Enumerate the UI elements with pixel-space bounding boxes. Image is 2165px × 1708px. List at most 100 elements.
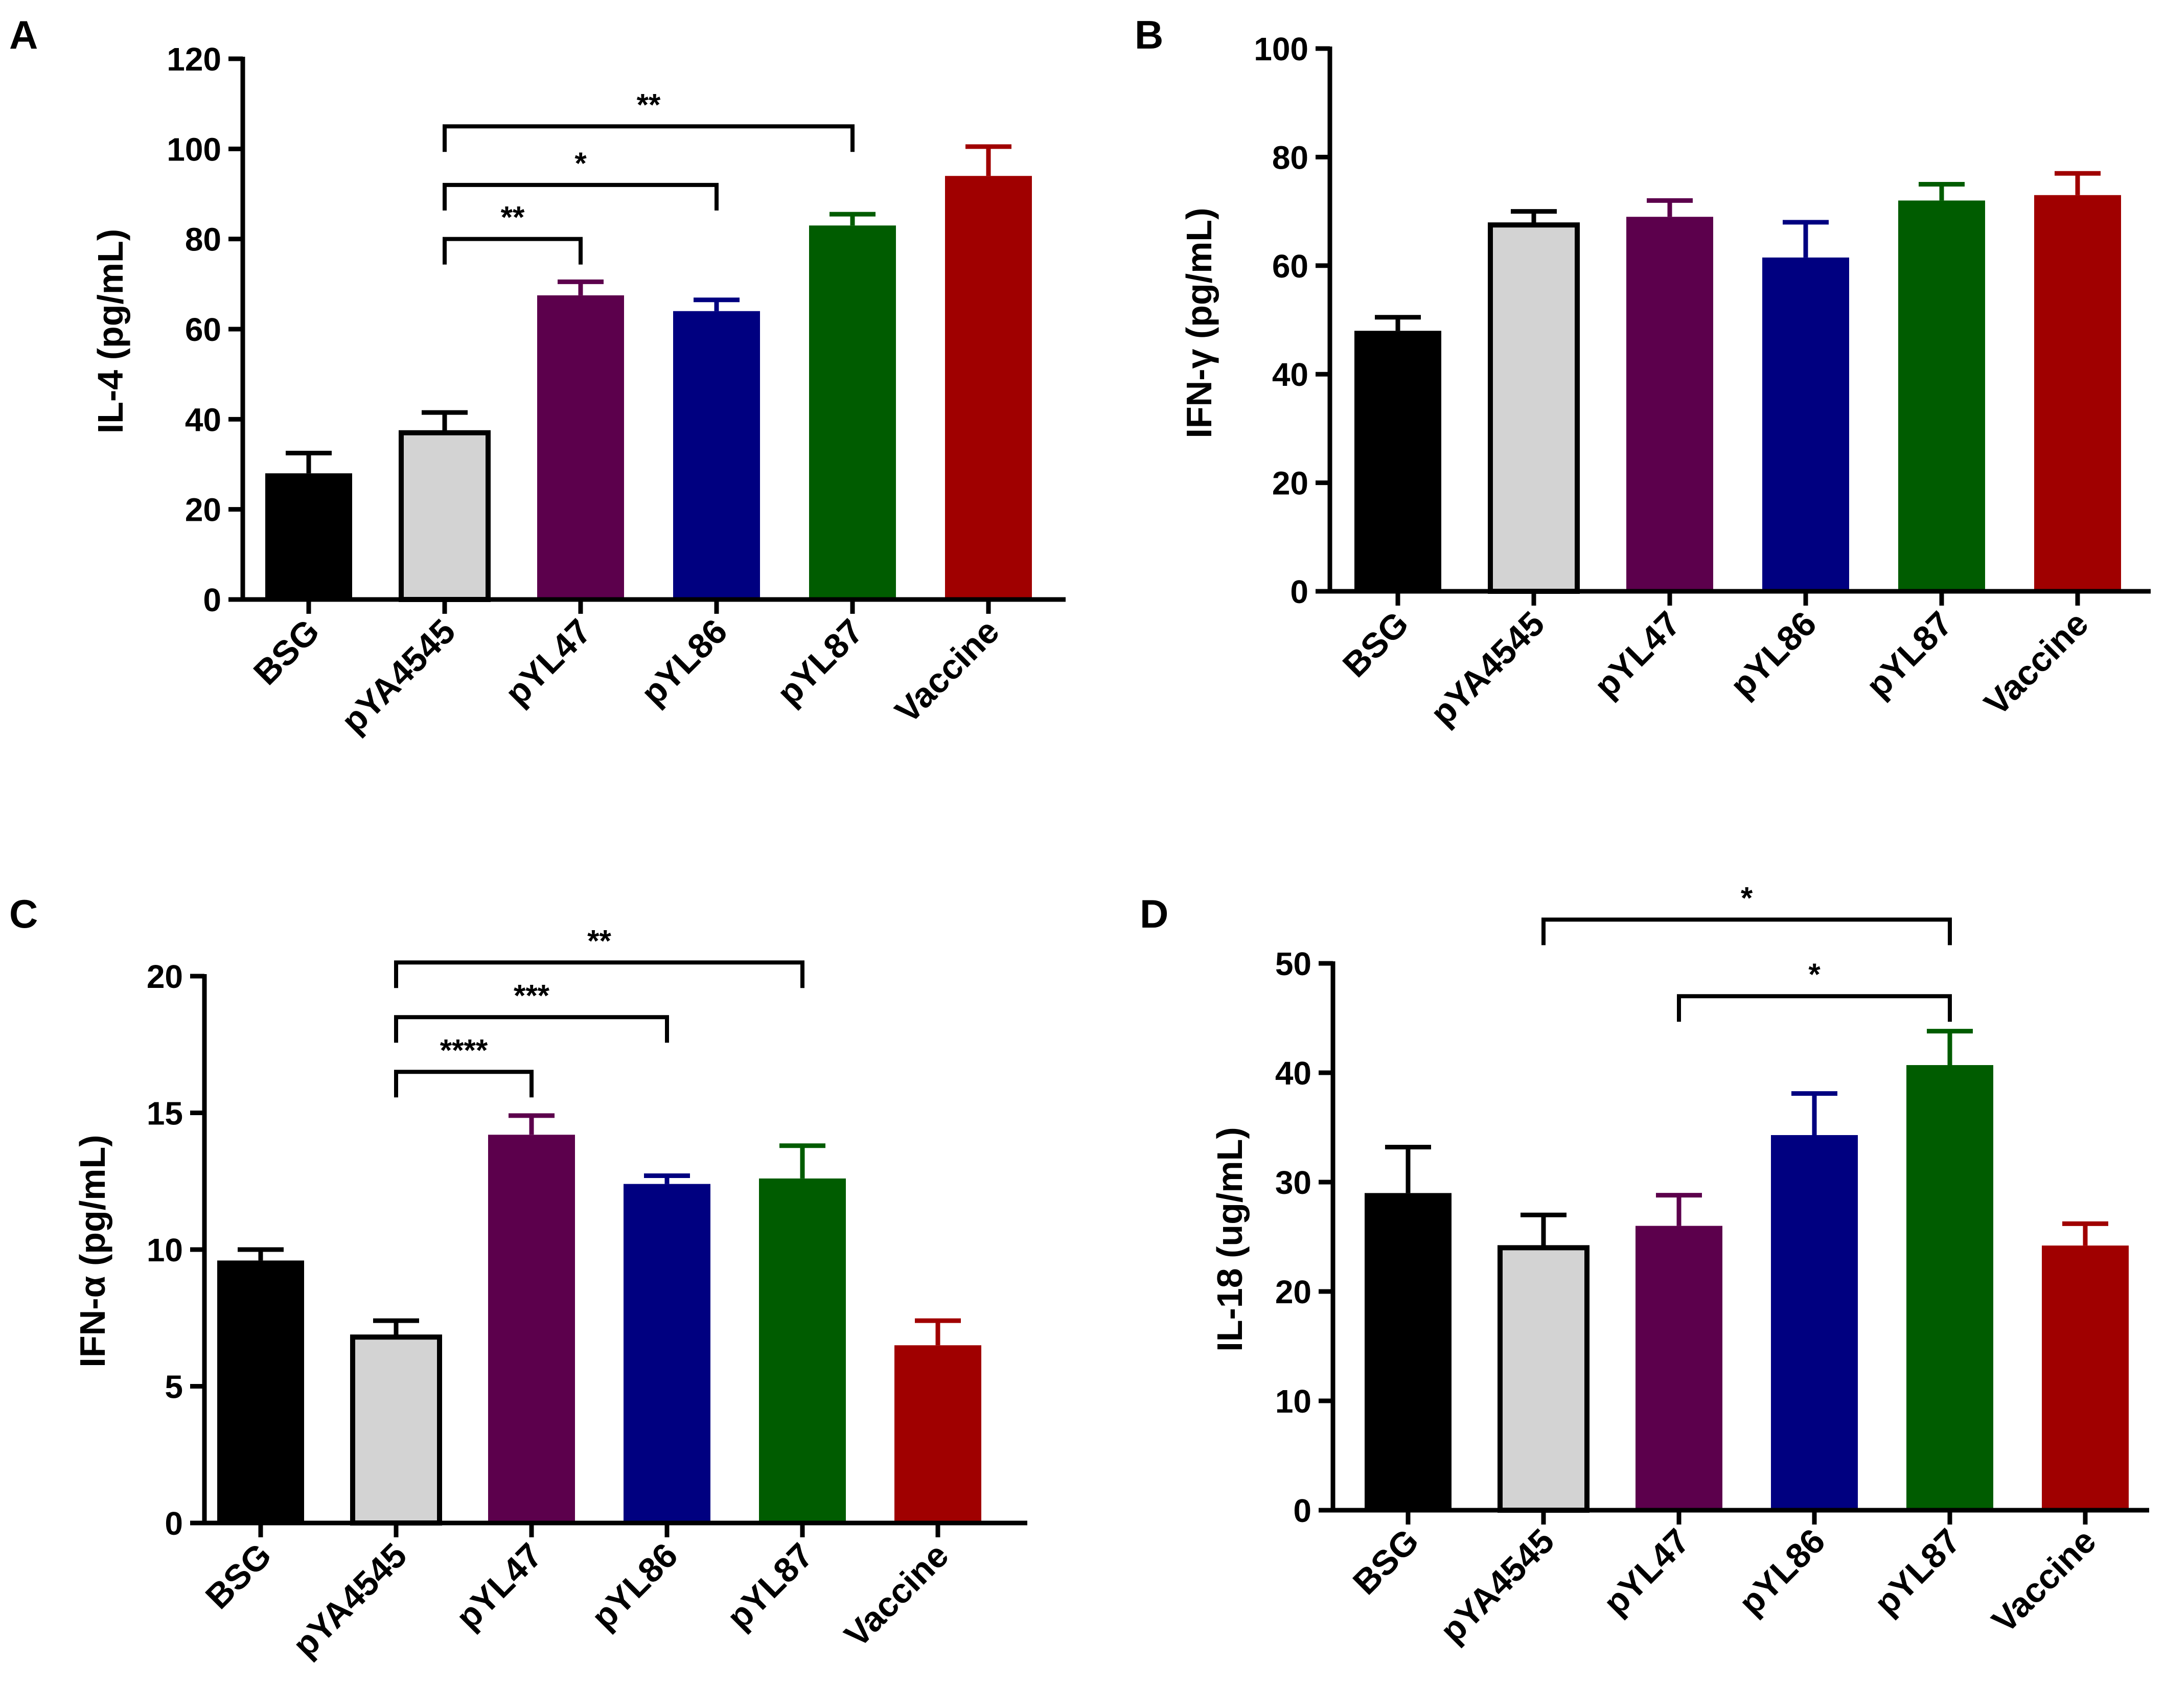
x-tick-label-pyl47: pYL47 <box>498 612 599 713</box>
bar-pya4545 <box>399 430 491 602</box>
y-tick-label: 20 <box>1275 1274 1311 1310</box>
panel-b: B 0 20 40 60 80 100 BSG pYA4545 pYL47 pYL86 pYL87 Va… <box>1135 12 2151 733</box>
bar-pyl47 <box>537 295 624 599</box>
x-tick-label-pyl86: pYL86 <box>634 612 735 713</box>
y-tick-label: 0 <box>165 1505 183 1542</box>
significance-bracket <box>394 1015 669 1043</box>
bar-vaccine <box>945 176 1032 599</box>
x-tick-label-vaccine: Vaccine <box>888 612 1007 731</box>
bar-pyl47 <box>488 1135 575 1523</box>
bar-pya4545 <box>1498 1245 1590 1513</box>
y-tick-label: 0 <box>1290 573 1308 610</box>
x-tick-label-pya4545: pYA4545 <box>1433 1521 1561 1650</box>
x-tick-label-pyl86: pYL86 <box>1732 1521 1833 1623</box>
bar-pyl86 <box>673 311 760 599</box>
y-tick-label: 100 <box>1254 31 1308 67</box>
bar-pyl86 <box>1771 1135 1858 1510</box>
x-tick-label-pya4545: pYA4545 <box>285 1536 414 1665</box>
x-tick-label-pyl87: pYL87 <box>1867 1521 1968 1623</box>
bar-bsg <box>265 473 352 599</box>
panel-a: A 0 20 40 60 80 100 120 BSG pYA4545 pYL47 pYL86 pYL8… <box>9 12 1066 741</box>
x-tick-label-pyl87: pYL87 <box>1859 604 1960 705</box>
panel-c: C 0 5 10 15 20 BSG pYA4545 pYL47 pYL86 pYL87 Vaccin… <box>9 891 1027 1665</box>
y-tick-label: 40 <box>1272 356 1308 393</box>
panel-d: D 0 10 20 30 40 50 BSG pYA4545 pYL47 pYL86 pYL87 Vac… <box>1140 881 2149 1650</box>
bar-pyl47 <box>1626 217 1713 592</box>
y-tick-label: 15 <box>147 1095 183 1132</box>
significance-bracket <box>443 182 719 211</box>
panel-letter: C <box>9 891 38 936</box>
x-tick-label-bsg: BSG <box>198 1536 279 1617</box>
y-axis-title: IFN-γ (pg/mL) <box>1179 207 1219 438</box>
y-axis-title: IL-4 (pg/mL) <box>90 229 130 433</box>
bar-pya4545 <box>350 1334 442 1526</box>
significance-bracket <box>1677 994 1952 1022</box>
panel-letter: D <box>1140 891 1168 936</box>
x-tick-label-pyl86: pYL86 <box>584 1536 685 1637</box>
significance-label: * <box>574 146 587 180</box>
x-tick-label-pyl87: pYL87 <box>770 612 871 713</box>
y-tick-label: 0 <box>203 582 221 618</box>
significance-bracket <box>443 124 855 152</box>
y-tick-label: 0 <box>1293 1492 1311 1529</box>
y-axis-title: IL-18 (ug/mL) <box>1210 1127 1250 1351</box>
bar-pyl86 <box>1762 257 1849 591</box>
significance-label: ** <box>501 200 525 235</box>
y-tick-label: 40 <box>1275 1055 1311 1092</box>
bar-bsg <box>1365 1193 1452 1510</box>
significance-bracket <box>443 237 583 265</box>
y-tick-label: 120 <box>167 41 221 78</box>
x-tick-label-pyl86: pYL86 <box>1723 604 1824 705</box>
significance-bracket <box>1541 917 1952 945</box>
bar-pyl87 <box>1898 200 1985 591</box>
y-tick-label: 20 <box>147 958 183 995</box>
y-axis-title: IFN-α (pg/mL) <box>73 1135 112 1367</box>
y-tick-label: 30 <box>1275 1164 1311 1201</box>
y-tick-label: 10 <box>1275 1383 1311 1420</box>
significance-label: **** <box>440 1033 488 1067</box>
y-tick-label: 10 <box>147 1232 183 1268</box>
bar-pyl47 <box>1636 1226 1722 1510</box>
bar-vaccine <box>2042 1245 2129 1510</box>
y-tick-label: 80 <box>1272 139 1308 176</box>
x-tick-label-vaccine: Vaccine <box>1985 1521 2104 1641</box>
significance-bracket <box>394 1070 534 1098</box>
significance-label: * <box>1808 957 1821 991</box>
x-tick-label-vaccine: Vaccine <box>1977 604 2096 723</box>
y-tick-label: 60 <box>185 311 221 348</box>
y-tick-label: 100 <box>167 131 221 168</box>
bar-pyl87 <box>809 225 896 599</box>
bar-bsg <box>1354 331 1441 591</box>
significance-label: ** <box>587 924 611 958</box>
x-tick-label-vaccine: Vaccine <box>837 1536 956 1655</box>
y-tick-label: 60 <box>1272 248 1308 285</box>
bar-vaccine <box>2034 195 2121 591</box>
significance-label: * <box>1741 881 1753 915</box>
x-tick-label-pyl47: pYL47 <box>449 1536 550 1637</box>
bar-vaccine <box>894 1345 981 1523</box>
x-tick-label-pyl47: pYL47 <box>1596 1521 1697 1623</box>
bar-pya4545 <box>1488 222 1580 594</box>
panel-letter: B <box>1135 12 1163 57</box>
significance-label: *** <box>514 978 550 1012</box>
y-tick-label: 20 <box>185 492 221 528</box>
y-tick-label: 20 <box>1272 465 1308 502</box>
x-tick-label-bsg: BSG <box>1346 1521 1426 1602</box>
bar-pyl86 <box>624 1184 710 1523</box>
x-tick-label-bsg: BSG <box>1335 604 1416 685</box>
bar-bsg <box>217 1260 304 1523</box>
x-tick-label-pyl87: pYL87 <box>720 1536 821 1637</box>
y-tick-label: 5 <box>165 1369 183 1405</box>
bar-pyl87 <box>1906 1065 1993 1510</box>
x-tick-label-pya4545: pYA4545 <box>334 612 463 741</box>
panel-letter: A <box>9 12 38 57</box>
significance-bracket <box>394 960 804 988</box>
bar-pyl87 <box>759 1178 846 1523</box>
y-tick-label: 50 <box>1275 945 1311 982</box>
y-tick-label: 40 <box>185 401 221 438</box>
x-tick-label-pyl47: pYL47 <box>1587 604 1688 705</box>
significance-label: ** <box>637 87 661 122</box>
y-tick-label: 80 <box>185 221 221 258</box>
x-tick-label-pya4545: pYA4545 <box>1423 604 1552 733</box>
